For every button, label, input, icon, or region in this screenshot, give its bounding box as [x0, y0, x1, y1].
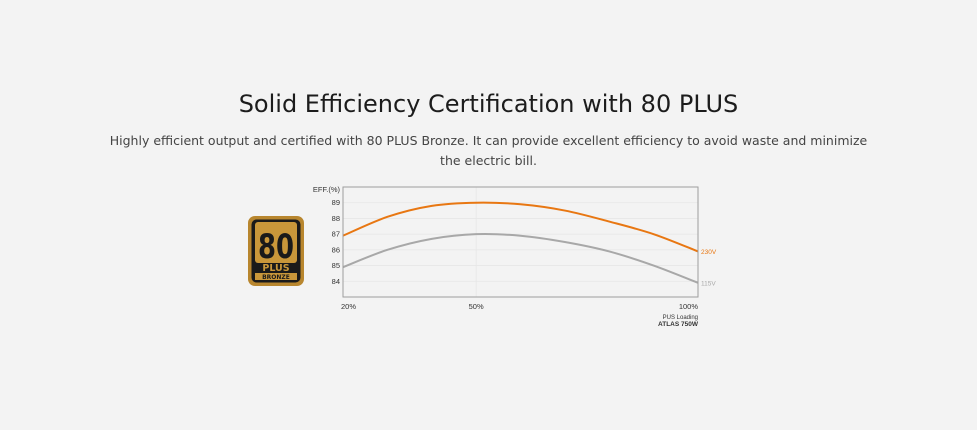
- badge-plus: PLUS: [262, 263, 289, 274]
- y-tick-88: 88: [332, 214, 340, 223]
- y-tick-84: 84: [332, 277, 340, 286]
- x-tick-100pct: 100%: [679, 302, 699, 311]
- badge-number: 80: [258, 227, 294, 267]
- 80-plus-bronze-badge: 80 PLUS BRONZE: [248, 216, 304, 286]
- series-lines: [342, 201, 699, 284]
- model-label: ATLAS 750W: [658, 321, 699, 328]
- badge-level: BRONZE: [262, 274, 290, 281]
- y-tick-89: 89: [332, 198, 340, 207]
- section-description: Highly efficient output and certified wi…: [100, 131, 877, 171]
- badge-number-panel: [255, 222, 297, 263]
- y-axis-label: EFF.(%): [313, 185, 341, 194]
- efficiency-chart: 84 85 86 87 88 89 20% 50% 100% 230V 115V EFF.(%)…: [313, 185, 717, 328]
- x-tick-50pct: 50%: [469, 302, 484, 311]
- x-tick-20pct: 20%: [341, 302, 356, 311]
- series-label-115V: 115V: [701, 280, 716, 287]
- x-axis-label: PUS Loading: [663, 315, 698, 321]
- description-line-2: the electric bill.: [440, 153, 537, 168]
- series-labels: 230V 115V: [701, 249, 717, 287]
- series-line-115V: [342, 232, 699, 284]
- badge-level-strip: [255, 273, 297, 280]
- x-tick-labels: 20% 50% 100%: [341, 302, 698, 311]
- y-tick-87: 87: [332, 230, 340, 239]
- y-tick-85: 85: [332, 261, 340, 270]
- y-tick-labels: 84 85 86 87 88 89: [332, 198, 340, 286]
- description-line-1: Highly efficient output and certified wi…: [109, 133, 868, 148]
- series-label-230V: 230V: [701, 249, 717, 256]
- section-title: Solid Efficiency Certification with 80 P…: [238, 90, 739, 118]
- series-line-230V: [342, 201, 699, 253]
- y-tick-86: 86: [332, 245, 340, 254]
- plot-frame: [342, 186, 699, 298]
- chart-grid: [343, 187, 698, 297]
